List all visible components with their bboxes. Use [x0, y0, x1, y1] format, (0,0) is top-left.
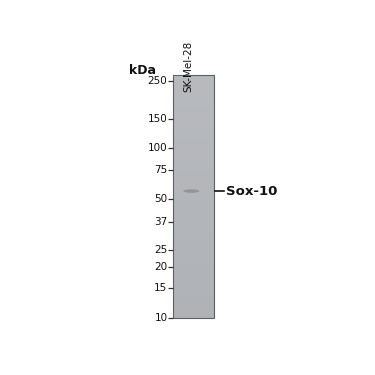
Text: 100: 100: [148, 143, 168, 153]
Text: 25: 25: [154, 245, 168, 255]
Text: 15: 15: [154, 283, 168, 293]
Text: 75: 75: [154, 165, 168, 175]
Text: kDa: kDa: [129, 64, 156, 78]
Text: 20: 20: [154, 262, 168, 272]
Text: 150: 150: [148, 114, 168, 124]
Text: 250: 250: [148, 76, 168, 86]
Text: 37: 37: [154, 217, 168, 226]
Bar: [173, 75, 214, 318]
Text: 50: 50: [154, 194, 168, 204]
Text: 10: 10: [154, 313, 168, 323]
Ellipse shape: [183, 189, 199, 193]
Text: SK-Mel-28: SK-Mel-28: [184, 41, 194, 92]
Text: Sox-10: Sox-10: [226, 184, 278, 198]
